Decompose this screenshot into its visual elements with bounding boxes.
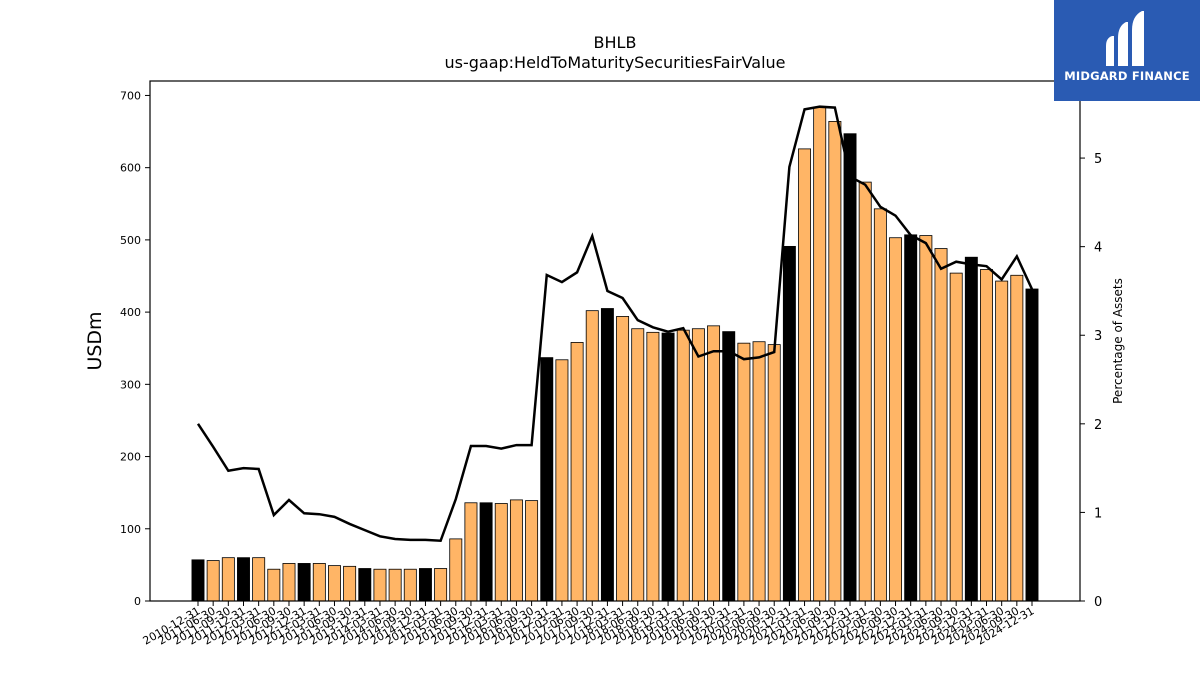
left-axis-label: USDm [84, 311, 106, 370]
chart-title: BHLB [594, 33, 637, 52]
bar [934, 248, 948, 602]
y2-tick-label: 0 [1094, 595, 1102, 610]
y-tick-label: 600 [120, 162, 141, 175]
bar [555, 359, 569, 602]
bar [828, 121, 842, 602]
x-axis-ticks: 2010-12-312011-06-302011-09-302011-12-31… [141, 601, 1037, 648]
bar [267, 568, 281, 602]
midgard-finance-logo: MIDGARD FINANCE [1054, 0, 1200, 101]
bar [388, 568, 402, 602]
bar [312, 563, 326, 602]
bar [509, 499, 523, 602]
bar [616, 316, 630, 602]
bar [585, 310, 599, 602]
bar [1010, 274, 1024, 602]
bar [494, 503, 508, 602]
y-tick-label: 0 [134, 595, 141, 608]
bar [904, 234, 918, 602]
bar [752, 341, 766, 602]
bar [722, 331, 736, 602]
bar [252, 557, 266, 602]
bar [964, 256, 978, 602]
bar [782, 245, 796, 602]
y-tick-label: 200 [120, 451, 141, 464]
bar [646, 331, 660, 602]
logo-mark-icon [1106, 11, 1144, 66]
bar [1025, 288, 1039, 602]
y-tick-label: 700 [120, 89, 141, 102]
bar [449, 538, 463, 602]
bar [858, 181, 872, 602]
bar [691, 328, 705, 602]
bar [479, 502, 493, 602]
y2-tick-label: 3 [1094, 329, 1102, 344]
y-tick-label: 500 [120, 234, 141, 247]
bar [297, 563, 311, 602]
bar [843, 133, 857, 602]
bar [464, 502, 478, 602]
bar [237, 557, 250, 602]
y2-tick-label: 4 [1094, 241, 1102, 256]
plot-frame [149, 80, 1081, 602]
bar [661, 332, 675, 602]
bar [949, 272, 963, 602]
y-tick-label: 400 [120, 306, 141, 319]
y-tick-label: 300 [120, 378, 141, 391]
chart-subtitle: us-gaap:HeldToMaturitySecuritiesFairValu… [444, 53, 785, 72]
bar [737, 342, 751, 602]
right-axis-label: Percentage of Assets [1111, 278, 1125, 404]
bar [798, 148, 812, 602]
bar [767, 344, 781, 602]
bar-series [191, 106, 1039, 602]
bar [676, 329, 690, 602]
bar [282, 563, 296, 602]
bar [919, 235, 933, 602]
bar [570, 342, 584, 602]
bar [540, 357, 554, 602]
y-tick-label: 100 [120, 523, 141, 536]
bar [328, 565, 341, 602]
logo-text: MIDGARD FINANCE [1064, 69, 1190, 83]
bar [373, 568, 387, 602]
bar [403, 568, 417, 602]
bar [889, 237, 902, 602]
y2-tick-label: 5 [1094, 152, 1102, 167]
bar [995, 280, 1009, 602]
bar [434, 568, 448, 602]
bar [980, 269, 993, 602]
bar [813, 106, 827, 602]
bar [600, 308, 614, 602]
bar [525, 500, 539, 602]
bar [631, 328, 645, 602]
bar [343, 565, 357, 602]
bar [358, 568, 372, 602]
y2-tick-label: 2 [1094, 418, 1102, 433]
bar [206, 560, 220, 602]
right-axis-ticks: 0 1 2 3 4 5 [1080, 152, 1102, 610]
bar [707, 325, 721, 602]
bar [873, 208, 887, 602]
left-axis-ticks: 0 100 200 300 400 500 600 700 [120, 89, 150, 608]
bar [221, 557, 235, 602]
bar [191, 559, 205, 602]
percentage-line [196, 105, 1034, 543]
y2-tick-label: 1 [1094, 506, 1102, 521]
bar [418, 568, 432, 602]
